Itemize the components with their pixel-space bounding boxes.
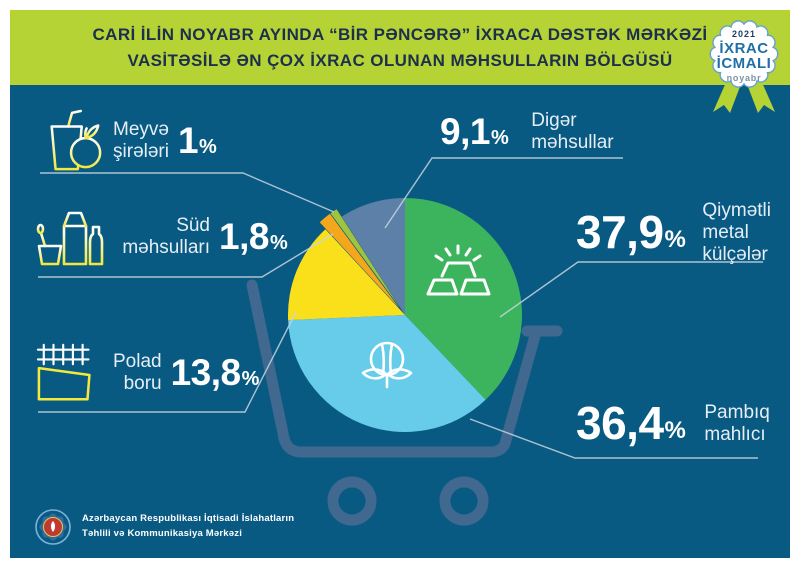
- title-line-1: CARİ İLİN NOYABR AYINDA “BİR PƏNCƏRƏ” İX…: [92, 25, 708, 44]
- legend-item-diger: 9,1 % Digər məhsullar: [440, 110, 614, 154]
- badge-year: 2021: [731, 29, 757, 39]
- juice-glass-apple-icon: [50, 109, 102, 171]
- legend-label: Süd məhsulları: [122, 214, 210, 258]
- legend-label: Digər məhsullar: [531, 110, 614, 154]
- legend-item-meyve: Meyvə şirələri 1 %: [42, 108, 217, 174]
- badge-title-line1: İXRAC: [719, 40, 769, 57]
- ribbon-right-icon: [747, 80, 775, 113]
- footer-org-name: Azərbaycan Respublikası İqtisadi İslahat…: [82, 513, 295, 539]
- legend-label: Polad boru: [113, 350, 162, 394]
- legend-item-polad: Polad boru 13,8 %: [36, 342, 259, 404]
- title-line-2: VASİTƏSİLƏ ƏN ÇOX İXRAC OLUNAN MƏHSULLAR…: [127, 50, 673, 70]
- legend-value: 37,9 %: [576, 206, 686, 259]
- badge-month: noyabr: [726, 73, 762, 83]
- legend-item-sud: Süd məhsulları 1,8 %: [36, 206, 288, 268]
- rosette-seal: [709, 20, 779, 88]
- badge-rosette-icon: [709, 20, 779, 113]
- legend-label: Pambıq mahlıcı: [704, 402, 770, 446]
- legend-value: 36,4 %: [576, 397, 686, 450]
- legend-value: 1,8 %: [219, 216, 288, 258]
- award-badge: 2021 İXRAC İCMALI noyabr: [700, 8, 788, 120]
- title-band: CARİ İLİN NOYABR AYINDA “BİR PƏNCƏRƏ” İX…: [10, 10, 790, 85]
- page-title: CARİ İLİN NOYABR AYINDA “BİR PƏNCƏRƏ” İX…: [93, 22, 708, 73]
- legend-label: Meyvə şirələri: [113, 118, 169, 162]
- legend-item-pambiq: 36,4 % Pambıq mahlıcı: [576, 397, 770, 450]
- legend-value: 13,8 %: [170, 352, 260, 394]
- badge-title-line2: İCMALI: [716, 55, 772, 72]
- steel-pipes-icon: [36, 343, 91, 401]
- legend-item-metal: 37,9 % Qiymətli metal külçələr: [576, 200, 771, 266]
- ribbon-left-icon: [713, 80, 741, 113]
- azerbaijan-emblem-icon: [35, 509, 71, 545]
- footer-logo: Azərbaycan Respublikası İqtisadi İslahat…: [34, 508, 294, 546]
- milk-products-icon: [36, 211, 104, 266]
- legend-label: Qiymətli metal külçələr: [702, 200, 771, 266]
- legend-value: 1 %: [177, 120, 217, 162]
- legend-value: 9,1 %: [440, 111, 509, 153]
